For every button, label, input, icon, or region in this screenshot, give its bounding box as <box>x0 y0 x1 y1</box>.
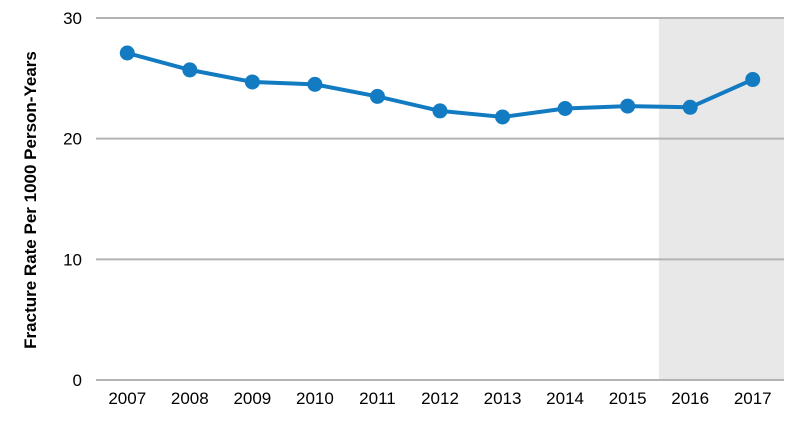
y-tick-label: 0 <box>73 371 82 390</box>
x-axis-ticks: 2007 2008 2009 2010 2011 2012 2013 2014 2015 2016… <box>108 389 771 408</box>
x-tick-label: 2012 <box>421 389 459 408</box>
data-point <box>745 72 761 88</box>
y-axis-title: Fracture Rate Per 1000 Person-Years <box>21 51 40 349</box>
y-tick-label: 20 <box>63 130 82 149</box>
data-point <box>432 103 448 119</box>
x-tick-label: 2011 <box>359 389 396 408</box>
x-tick-label: 2017 <box>734 389 772 408</box>
highlight-band <box>658 18 784 380</box>
data-point <box>682 99 698 115</box>
x-tick-label: 2014 <box>546 389 584 408</box>
data-point <box>307 76 323 92</box>
x-tick-label: 2007 <box>108 389 146 408</box>
data-point <box>244 74 260 90</box>
x-tick-label: 2009 <box>233 389 271 408</box>
y-tick-label: 10 <box>63 250 82 269</box>
x-tick-label: 2013 <box>484 389 522 408</box>
y-axis-ticks: 0 10 20 30 <box>63 9 82 390</box>
data-point <box>620 98 636 114</box>
series-layer <box>119 45 761 125</box>
y-tick-label: 30 <box>63 9 82 28</box>
x-tick-label: 2008 <box>171 389 209 408</box>
data-point <box>182 62 198 78</box>
data-point <box>119 45 135 61</box>
data-point <box>495 109 511 125</box>
gridlines <box>96 17 784 381</box>
data-point <box>369 88 385 104</box>
x-tick-label: 2010 <box>296 389 334 408</box>
x-tick-label: 2016 <box>671 389 709 408</box>
data-point <box>557 101 573 116</box>
x-tick-label: 2015 <box>609 389 647 408</box>
highlight-band-layer <box>658 18 784 380</box>
